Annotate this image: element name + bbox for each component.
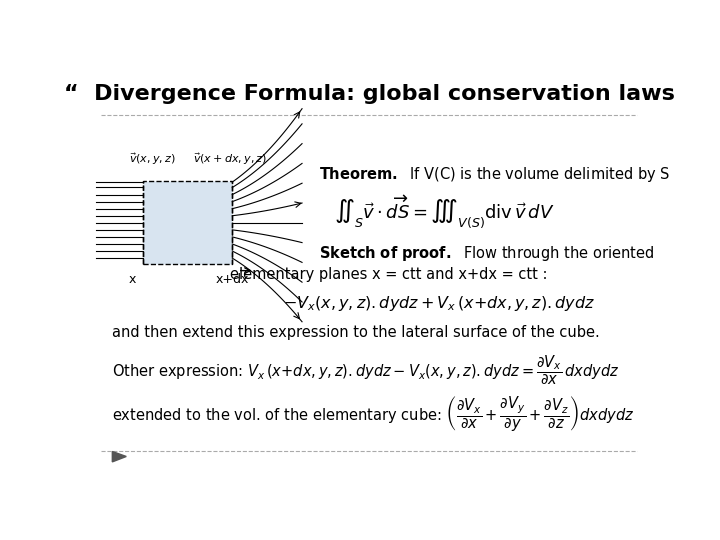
Text: x+dx: x+dx [215, 273, 249, 286]
Text: and then extend this expression to the lateral surface of the cube.: and then extend this expression to the l… [112, 326, 600, 341]
Text: extended to the vol. of the elementary cube: $\left(\dfrac{\partial V_x}{\partia: extended to the vol. of the elementary c… [112, 395, 634, 434]
Text: $\vec{v}(x,y,z)$: $\vec{v}(x,y,z)$ [129, 151, 176, 167]
Text: $\iint_S \vec{v} \cdot \overrightarrow{dS} = \iiint_{V(S)} \mathrm{div}\, \vec{v: $\iint_S \vec{v} \cdot \overrightarrow{d… [334, 194, 554, 231]
Text: $-V_x(x,y,z).dydz + V_x\,(x{+}dx,y,z).dydz$: $-V_x(x,y,z).dydz + V_x\,(x{+}dx,y,z).dy… [283, 294, 595, 313]
Text: elementary planes x = ctt and x+dx = ctt :: elementary planes x = ctt and x+dx = ctt… [230, 267, 547, 282]
Text: $\mathbf{Theorem.}$  If V(C) is the volume delimited by S: $\mathbf{Theorem.}$ If V(C) is the volum… [319, 165, 670, 185]
Text: “  Divergence Formula: global conservation laws: “ Divergence Formula: global conservatio… [63, 84, 675, 104]
Text: Other expression: $V_x\,(x{+}dx,y,z).dydz - V_x(x,y,z).dydz = \dfrac{\partial V_: Other expression: $V_x\,(x{+}dx,y,z).dyd… [112, 354, 620, 387]
Polygon shape [112, 451, 126, 462]
Text: $\vec{v}(x+dx,y,z)$: $\vec{v}(x+dx,y,z)$ [193, 151, 267, 167]
Text: $\mathbf{Sketch\ of\ proof.}$  Flow through the oriented: $\mathbf{Sketch\ of\ proof.}$ Flow throu… [319, 245, 654, 264]
Bar [143, 181, 233, 265]
Text: x: x [128, 273, 135, 286]
